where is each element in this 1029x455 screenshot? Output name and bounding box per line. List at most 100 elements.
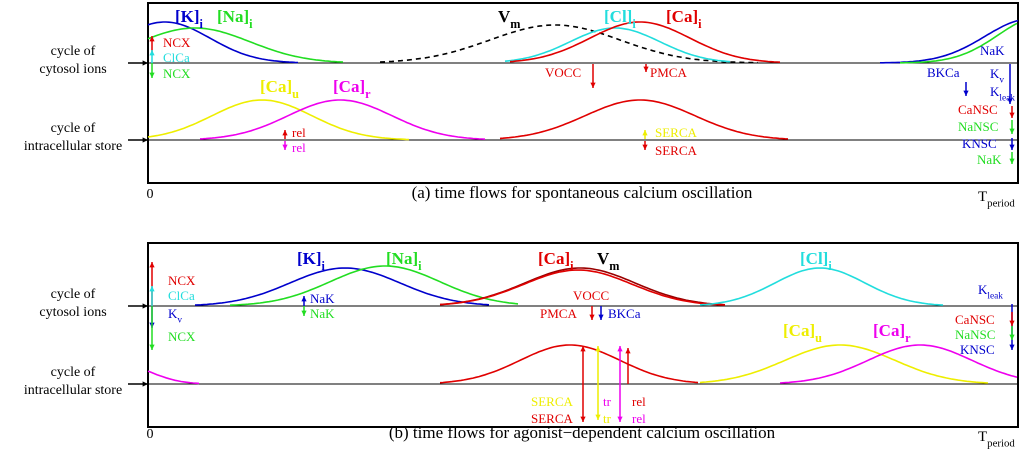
label-sub: i — [418, 259, 422, 273]
flux-label: NCX — [168, 273, 196, 288]
row-label: cytosol ions — [39, 305, 106, 320]
curve — [900, 22, 1018, 64]
species-label: [Ca]u — [783, 321, 822, 345]
curve — [147, 370, 200, 385]
label-main: [Cl] — [800, 249, 828, 268]
row-label: intracellular store — [24, 139, 122, 154]
arrow-head — [149, 36, 155, 42]
label-sub: m — [510, 17, 520, 31]
label-sub: m — [609, 259, 619, 273]
arrow-head — [301, 310, 307, 316]
label-main: K — [168, 306, 178, 321]
species-label: [Na]i — [386, 249, 422, 273]
label-main: [Ca] — [260, 77, 292, 96]
arrow-head — [282, 144, 288, 150]
arrow-head — [595, 346, 601, 352]
arrow-head — [580, 346, 586, 352]
label-sub: period — [987, 437, 1015, 449]
arrow-head — [617, 346, 623, 352]
flux-label: NaK — [980, 43, 1005, 58]
arrow-head — [1009, 320, 1015, 326]
arrow-head — [149, 286, 155, 292]
flux-label: Kv — [990, 66, 1004, 86]
curve — [147, 99, 410, 141]
row-label: cycle of — [51, 121, 96, 136]
flux-label: NaNSC — [958, 119, 998, 134]
arrow-head — [589, 314, 595, 320]
curve — [379, 24, 758, 64]
arrow-head — [1009, 158, 1015, 164]
flux-label: Kv — [168, 306, 182, 326]
species-label: [K]i — [175, 7, 204, 31]
label-main: K — [990, 66, 1000, 81]
label-sub: i — [632, 17, 636, 31]
row-label: cycle of — [51, 365, 96, 380]
species-label: [K]i — [297, 249, 326, 273]
arrow-head — [142, 303, 148, 309]
flux-label: rel — [292, 140, 306, 155]
flux-label: tr — [603, 411, 612, 426]
time-start: 0 — [147, 187, 154, 202]
flux-label: CaNSC — [955, 312, 995, 327]
label-main: [Ca] — [873, 321, 905, 340]
arrow-head — [1009, 144, 1015, 150]
arrow-head — [301, 296, 307, 302]
flux-label: VOCC — [573, 288, 609, 303]
curve — [147, 21, 299, 64]
species-label: Vm — [597, 249, 619, 273]
label-main: T — [978, 429, 987, 445]
flux-label: BKCa — [927, 65, 960, 80]
label-sub: leak — [987, 292, 1003, 302]
flux-label: tr — [603, 394, 612, 409]
label-main: [K] — [175, 7, 200, 26]
label-sub: i — [200, 17, 204, 31]
label-main: [Ca] — [783, 321, 815, 340]
arrow-head — [617, 416, 623, 422]
curve — [229, 265, 519, 306]
label-main: K — [978, 282, 988, 297]
flux-label: ClCa — [163, 50, 190, 65]
species-label: [Cl]i — [800, 249, 832, 273]
arrow-head — [580, 416, 586, 422]
arrow-head — [1009, 334, 1015, 340]
label-main: [Ca] — [538, 249, 570, 268]
label-sub: u — [292, 87, 299, 101]
species-label: [Ca]r — [333, 77, 371, 101]
flux-label: SERCA — [655, 143, 698, 158]
curve — [439, 269, 726, 306]
species-label: [Ca]r — [873, 321, 911, 345]
arrow-head — [149, 72, 155, 78]
flux-label: rel — [632, 394, 646, 409]
flux-label: Kleak — [978, 282, 1003, 302]
curve — [194, 267, 490, 306]
flux-label: rel — [292, 125, 306, 140]
flux-label: SERCA — [531, 394, 574, 409]
label-main: [Cl] — [604, 7, 632, 26]
label-sub: u — [815, 331, 822, 345]
label-main: K — [990, 84, 1000, 99]
row-label: cycle of — [51, 287, 96, 302]
arrow-head — [643, 66, 649, 72]
arrow-head — [282, 130, 288, 136]
label-sub: r — [365, 87, 371, 101]
label-main: [Na] — [217, 7, 249, 26]
flux-label: KNSC — [960, 342, 995, 357]
label-sub: i — [249, 17, 253, 31]
arrow-head — [642, 144, 648, 150]
arrow-head — [149, 262, 155, 268]
arrow-head — [598, 314, 604, 320]
label-main: [K] — [297, 249, 322, 268]
flux-label: NaK — [310, 291, 335, 306]
flux-label: NaK — [977, 152, 1002, 167]
flux-label: rel — [632, 411, 646, 426]
flux-label: ClCa — [168, 288, 195, 303]
arrow-head — [149, 50, 155, 56]
panel-b-frame — [147, 242, 1019, 428]
arrow-head — [642, 130, 648, 136]
flux-label: KNSC — [962, 136, 997, 151]
panel-a-frame — [147, 2, 1019, 184]
time-end: Tperiod — [978, 189, 1015, 209]
label-sub: i — [828, 259, 832, 273]
species-label: [Ca]i — [538, 249, 574, 273]
flux-label: NaK — [310, 306, 335, 321]
